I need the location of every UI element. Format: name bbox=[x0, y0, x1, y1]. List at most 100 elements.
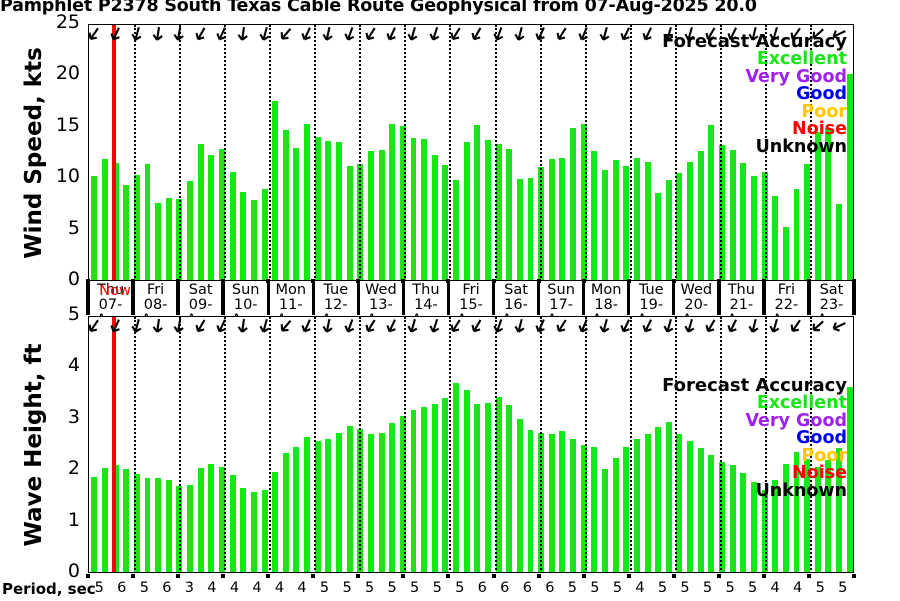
bar bbox=[208, 155, 215, 280]
day-separator bbox=[536, 283, 541, 315]
x-axis-tick bbox=[401, 279, 406, 283]
wind-direction-arrow-icon bbox=[320, 318, 336, 334]
bar bbox=[101, 467, 108, 572]
day-separator bbox=[86, 283, 90, 315]
bar bbox=[197, 468, 204, 572]
x-axis-tick bbox=[266, 574, 271, 578]
wind-direction-arrow-icon bbox=[299, 318, 315, 334]
day-gridline bbox=[179, 317, 182, 572]
bar bbox=[836, 203, 843, 280]
bar bbox=[474, 124, 481, 280]
now-line-wind bbox=[112, 25, 117, 280]
wind-direction-arrow-icon bbox=[597, 26, 613, 42]
bar bbox=[123, 184, 130, 280]
y-tick-label: 25 bbox=[55, 11, 80, 33]
bar bbox=[846, 387, 853, 572]
bar bbox=[410, 137, 417, 280]
bar bbox=[431, 155, 438, 280]
period-value-label: 4 bbox=[635, 580, 645, 596]
bar bbox=[272, 101, 279, 280]
day-gridline bbox=[404, 25, 407, 280]
bar bbox=[208, 463, 215, 572]
wind-direction-arrow-icon bbox=[384, 318, 400, 334]
bar bbox=[282, 453, 289, 572]
bar bbox=[570, 438, 577, 572]
y-tick-label: 5 bbox=[67, 303, 80, 325]
period-value-label: 6 bbox=[545, 580, 555, 596]
bar bbox=[144, 477, 151, 572]
bar bbox=[250, 491, 257, 572]
wind-direction-arrow-icon bbox=[725, 318, 741, 334]
wind-direction-arrow-icon bbox=[512, 26, 528, 42]
day-separator bbox=[762, 283, 766, 315]
bar bbox=[825, 460, 832, 572]
day-gridline bbox=[449, 25, 452, 280]
wind-direction-arrow-icon bbox=[831, 318, 847, 334]
bar bbox=[484, 403, 491, 572]
wind-direction-arrow-icon bbox=[320, 26, 336, 42]
bar bbox=[793, 188, 800, 280]
bar bbox=[644, 433, 651, 572]
wind-direction-arrow-icon bbox=[491, 26, 507, 42]
day-of-week-label: Wed bbox=[365, 282, 397, 298]
y-tick-label: 10 bbox=[55, 165, 80, 188]
wind-direction-arrow-icon bbox=[469, 318, 485, 334]
bar bbox=[527, 429, 534, 572]
day-separator bbox=[356, 283, 361, 315]
legend-item-very-good-wave: Very Good bbox=[745, 410, 847, 431]
bar bbox=[804, 164, 811, 280]
bar bbox=[91, 476, 98, 572]
bar bbox=[527, 178, 534, 280]
bar bbox=[495, 397, 502, 572]
day-separator bbox=[581, 283, 586, 315]
day-gridline bbox=[539, 25, 542, 280]
bar bbox=[772, 479, 779, 572]
bar bbox=[804, 459, 811, 572]
wind-direction-arrow-icon bbox=[214, 318, 230, 334]
legend-item-noise: Noise bbox=[792, 119, 847, 139]
bar bbox=[687, 162, 694, 280]
day-of-week-label: Fri bbox=[462, 282, 480, 298]
bar bbox=[474, 404, 481, 572]
y-tick-label: 5 bbox=[67, 216, 80, 239]
period-value-label: 6 bbox=[117, 580, 127, 596]
bar bbox=[580, 444, 587, 572]
wind-direction-arrow-icon bbox=[810, 318, 826, 334]
day-of-week-label: Sun bbox=[547, 282, 575, 298]
wind-speed-plot-area: Forecast Accuracy Excellent Very Good Go… bbox=[88, 24, 854, 281]
bar bbox=[282, 129, 289, 280]
bar bbox=[580, 123, 587, 280]
day-of-week-label: Sat bbox=[504, 282, 528, 298]
wave-height-plot-area: Forecast Accuracy Excellent Very Good Go… bbox=[88, 316, 854, 573]
bar bbox=[463, 141, 470, 280]
bar bbox=[516, 179, 523, 280]
wind-direction-arrow-icon bbox=[640, 318, 656, 334]
bar bbox=[410, 410, 417, 572]
period-value-label: 4 bbox=[229, 580, 240, 596]
bar bbox=[250, 199, 257, 280]
legend-item-unknown: Unknown bbox=[755, 136, 847, 157]
day-of-week-label: Sat bbox=[188, 282, 213, 298]
period-value-label: 3 bbox=[184, 580, 194, 596]
x-axis-tick bbox=[131, 279, 136, 283]
wind-direction-arrow-icon bbox=[405, 318, 421, 334]
bar bbox=[240, 487, 247, 572]
day-gridline bbox=[764, 317, 767, 572]
wind-direction-arrow-icon bbox=[235, 26, 251, 42]
bar bbox=[314, 136, 321, 280]
bar bbox=[750, 176, 757, 280]
bar bbox=[261, 188, 268, 280]
x-axis-tick bbox=[626, 574, 631, 578]
day-separator bbox=[627, 283, 631, 315]
day-gridline bbox=[584, 317, 587, 572]
period-value-label: 5 bbox=[342, 580, 352, 596]
bar bbox=[453, 383, 460, 572]
bar bbox=[761, 172, 768, 280]
x-axis-tick bbox=[221, 574, 226, 578]
x-axis-tick bbox=[176, 279, 181, 283]
day-of-week-label: Thu bbox=[727, 282, 755, 298]
bar bbox=[655, 192, 662, 280]
period-value-label: 5 bbox=[702, 580, 713, 596]
bar bbox=[729, 464, 736, 572]
period-value-label: 4 bbox=[770, 580, 780, 596]
